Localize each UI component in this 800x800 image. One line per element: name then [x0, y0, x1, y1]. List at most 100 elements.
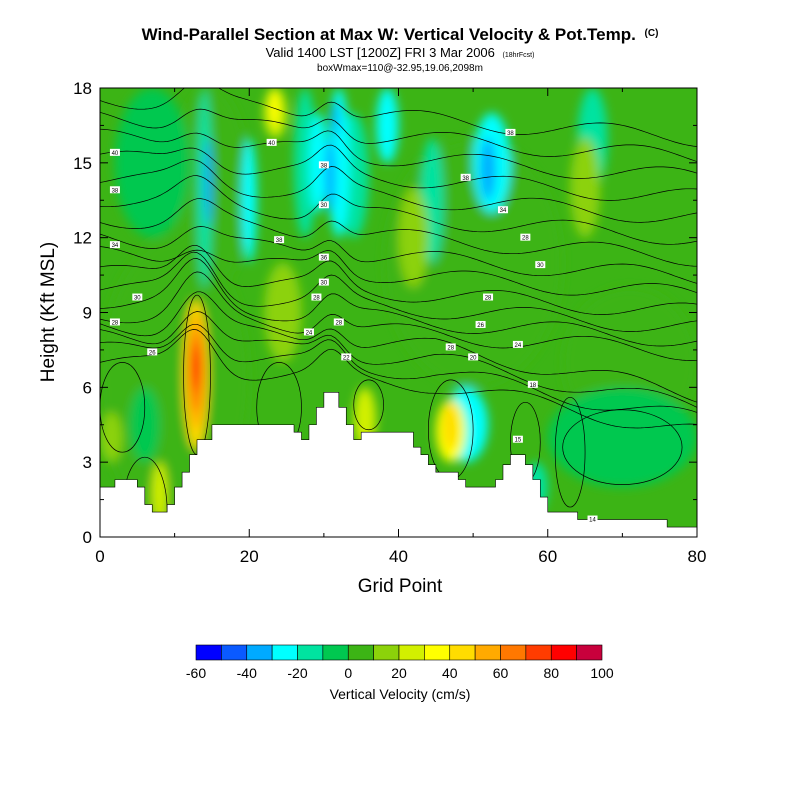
theta-contour-line	[100, 226, 697, 284]
velocity-cell	[376, 88, 399, 163]
theta-label-text: 26	[149, 350, 156, 356]
forecast-note: (18hrFcst)	[503, 52, 535, 59]
colorbar-swatch	[398, 644, 425, 661]
x-axis-label: Grid Point	[358, 576, 443, 597]
theta-label-text: 28	[112, 320, 119, 326]
terrain	[100, 392, 697, 537]
velocity-cell	[100, 412, 123, 463]
theta-label: 38	[318, 161, 329, 169]
theta-contour-line	[100, 258, 697, 347]
velocity-cell	[267, 88, 280, 126]
y-tick-label: 0	[83, 528, 92, 547]
colorbar-swatch	[322, 644, 349, 661]
theta-label: 24	[512, 340, 523, 349]
theta-contour-line	[100, 144, 697, 201]
svg-text:Valid 1400 LST [1200Z] FRI 3 M: Valid 1400 LST [1200Z] FRI 3 Mar 2006 (1…	[266, 45, 535, 60]
y-tick-label: 12	[73, 229, 92, 248]
svg-text:Wind-Parallel Section at Max W: Wind-Parallel Section at Max W: Vertical…	[142, 25, 659, 44]
x-tick-label: 60	[538, 547, 557, 566]
theta-contour-line	[100, 88, 697, 147]
theta-label: 26	[147, 348, 158, 356]
theta-label-text: 28	[522, 236, 529, 242]
velocity-cell	[547, 387, 697, 488]
velocity-cell	[204, 137, 212, 226]
theta-label: 30	[535, 261, 546, 269]
theta-label-text: 38	[507, 131, 514, 137]
velocity-cell	[241, 137, 257, 263]
theta-contour-line	[100, 323, 697, 413]
theta-contour-line	[100, 311, 697, 408]
theta-label-text: 30	[134, 296, 141, 302]
colorbar-swatch	[271, 644, 298, 661]
colorbar-swatch	[347, 644, 374, 661]
velocity-cell	[152, 462, 168, 525]
theta-label: 40	[109, 148, 120, 157]
x-tick-label: 0	[95, 547, 104, 566]
theta-contour-labels: 40 38 34 30 28 26 40 38 24 38 30 36 30 28 28 22 38 38 34 28…	[109, 128, 598, 524]
colorbar-swatch	[297, 644, 324, 661]
colorbar-tick-label: 0	[344, 665, 352, 681]
theta-label: 28	[445, 343, 456, 351]
theta-label-text: 38	[462, 176, 469, 182]
theta-label-text: 30	[321, 281, 328, 287]
velocity-cell	[443, 399, 459, 450]
theta-label: 30	[318, 278, 329, 287]
y-tick-label: 18	[73, 79, 92, 98]
y-tick-label: 15	[73, 154, 92, 173]
y-tick-label: 3	[83, 453, 92, 472]
theta-label: 26	[475, 320, 486, 329]
theta-contour-line	[100, 246, 697, 296]
velocity-contour	[562, 409, 683, 485]
colorbar-swatch	[424, 644, 451, 661]
theta-label-text: 20	[470, 355, 477, 361]
theta-label: 34	[109, 241, 120, 249]
y-tick-label: 6	[83, 378, 92, 397]
colorbar-swatch	[449, 644, 476, 661]
velocity-cell	[398, 187, 429, 288]
theta-label: 30	[318, 201, 329, 209]
theta-label-text: 34	[112, 243, 119, 249]
velocity-contour	[100, 362, 146, 453]
theta-label: 38	[505, 128, 516, 137]
theta-label-text: 30	[321, 203, 328, 209]
theta-label: 18	[527, 380, 538, 389]
velocity-cell	[114, 88, 190, 238]
colorbar-swatch	[474, 644, 501, 661]
theta-label-text: 14	[589, 518, 596, 524]
colorbar-swatch	[373, 644, 400, 661]
colorbar-swatch	[525, 644, 552, 661]
theta-label-text: 38	[112, 188, 119, 194]
theta-label-text: 15	[515, 438, 522, 444]
theta-label-text: 28	[447, 345, 454, 351]
y-axis-label: Height (Kft MSL)	[38, 242, 59, 382]
axis-ticks	[99, 87, 698, 538]
colorbar-tick-label: 20	[391, 665, 407, 681]
colorbar-swatch	[221, 644, 248, 661]
x-tick-labels: 0 20 40 60 80	[95, 547, 706, 566]
theta-contours	[100, 88, 697, 429]
theta-label: 38	[274, 236, 285, 244]
theta-label-text: 28	[313, 296, 320, 302]
plot-area: 40 38 34 30 28 26 40 38 24 38 30 36 30 28 28 22 38 38 34 28…	[100, 88, 697, 537]
velocity-cell	[193, 352, 200, 380]
colorbar-label: Vertical Velocity (cm/s)	[330, 686, 471, 702]
theta-label: 40	[266, 138, 277, 147]
theta-label-text: 22	[343, 355, 350, 361]
x-tick-label: 40	[389, 547, 408, 566]
colorbar-swatch	[576, 644, 603, 661]
velocity-cell	[294, 88, 317, 238]
theta-label-text: 24	[306, 330, 313, 336]
theta-label-text: 40	[112, 151, 119, 157]
theta-contour-line	[100, 159, 697, 223]
theta-label-text: 26	[477, 323, 484, 329]
theta-label-text: 28	[485, 296, 492, 302]
theta-label-text: 28	[335, 320, 342, 326]
theta-label: 24	[303, 328, 314, 336]
theta-contour-line	[100, 175, 697, 245]
theta-contour-line	[100, 198, 697, 267]
colorbar-swatch	[195, 644, 222, 661]
y-tick-labels: 0 3 6 9 12 15 18	[73, 79, 92, 547]
velocity-contour	[353, 379, 384, 431]
theta-label: 28	[483, 293, 494, 302]
